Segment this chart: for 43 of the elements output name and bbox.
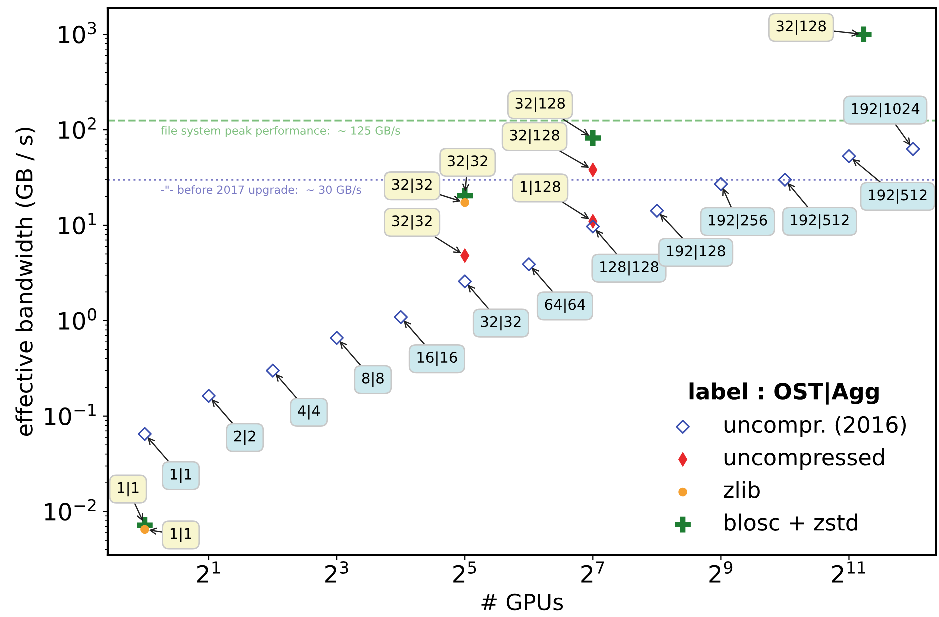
legend-title: label : OST|Agg <box>690 382 879 405</box>
annotation: 192|128 <box>667 245 726 260</box>
annotation: 64|64 <box>545 298 586 314</box>
annotation: 128|128 <box>600 261 659 276</box>
annotation: 192|256 <box>709 214 768 230</box>
ref-line-label: file system peak performance: ~ 125 GB/s <box>161 126 400 138</box>
x-tick-label: 2$^{5}$ <box>454 562 476 583</box>
annotation: 1|1 <box>170 468 192 484</box>
annotation: 16|16 <box>418 352 458 366</box>
legend-label: uncompressed <box>724 448 884 470</box>
x-tick-label: 2$^{7}$ <box>582 562 604 583</box>
y-tick-label: 10$^{2}$ <box>59 118 96 140</box>
annotation: 8|8 <box>362 372 384 388</box>
annotation: 192|1024 <box>852 103 920 118</box>
x-tick-label: 2$^{3}$ <box>326 561 348 583</box>
x-axis-title: # GPUs <box>482 594 564 611</box>
x-tick-label: 2$^{11}$ <box>832 562 866 583</box>
legend-label: uncompr. (2016) <box>724 416 906 438</box>
annotation: 32|32 <box>392 178 432 194</box>
y-tick-label: 10$^{1}$ <box>59 213 96 235</box>
x-tick-label: 2$^{9}$ <box>710 561 733 583</box>
annotation: 4|4 <box>298 405 320 420</box>
annotation: 1|1 <box>118 482 139 497</box>
legend-label: blosc + zstd <box>725 514 858 531</box>
y-tick-label: 10$^{−2}$ <box>45 499 96 521</box>
annotation: 32|32 <box>448 155 488 170</box>
annotation: 32|32 <box>481 316 521 331</box>
annotation: 32|32 <box>392 215 432 230</box>
x-tick-label: 2$^{1}$ <box>198 562 220 583</box>
annotation: 32|128 <box>510 130 560 144</box>
ref-line-label: -"- before 2017 upgrade: ~ 30 GB/s <box>161 186 362 196</box>
annotation: 192|512 <box>791 214 849 229</box>
y-tick-label: 10$^{3}$ <box>59 22 96 44</box>
annotation: 2|2 <box>234 430 256 446</box>
legend-label: zlib <box>724 481 760 498</box>
annotation: 32|128 <box>776 20 826 35</box>
annotation: 1|1 <box>170 528 192 542</box>
y-tick-label: 10$^{0}$ <box>59 308 96 330</box>
y-tick-label: 10$^{−1}$ <box>45 404 96 426</box>
annotation: 192|512 <box>869 189 927 204</box>
y-axis-title: effective bandwidth (GB / s) <box>16 128 36 436</box>
annotation: 1|128 <box>520 180 560 196</box>
annotation: 32|128 <box>516 98 566 112</box>
